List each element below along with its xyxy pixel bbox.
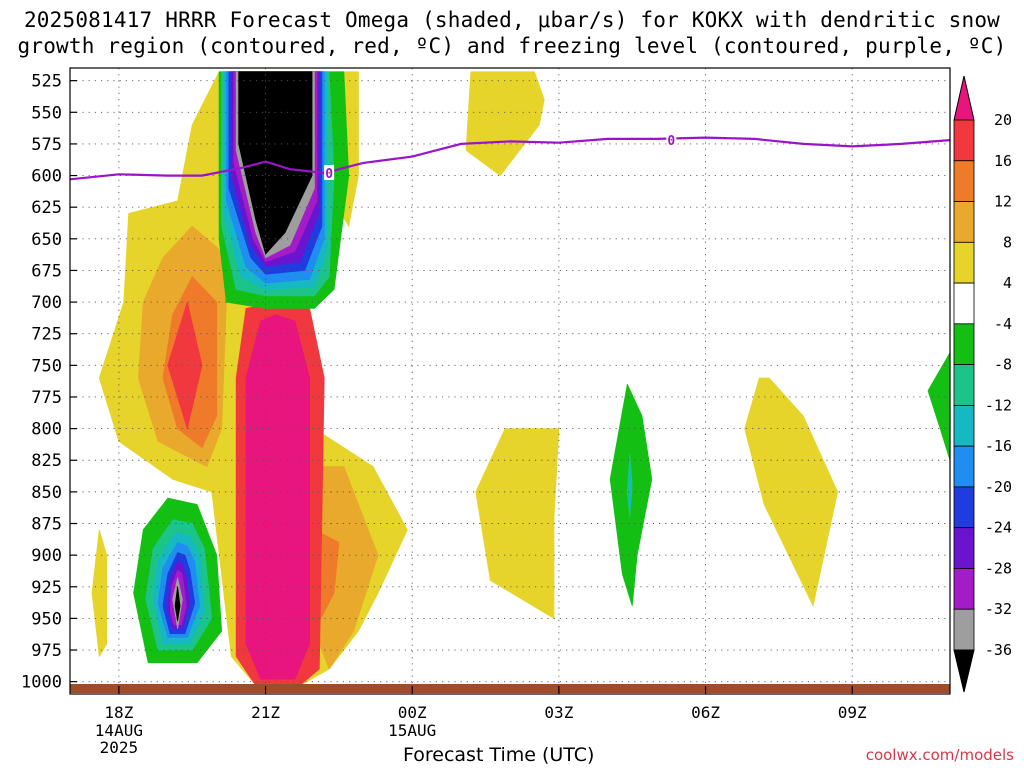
colorbar-swatch <box>953 364 975 406</box>
credit-link[interactable]: coolwx.com/models <box>865 746 1014 764</box>
y-tick-label: 525 <box>31 72 62 92</box>
y-tick-label: 925 <box>31 578 62 598</box>
freezing-level-label: 0 <box>667 134 675 149</box>
omega-region--12 <box>628 472 632 508</box>
y-tick-label: 575 <box>31 135 62 155</box>
x-tick-label: 00Z <box>398 703 427 722</box>
omega-region--36 <box>238 71 313 255</box>
y-tick-label: 725 <box>31 325 62 345</box>
y-tick-label: 950 <box>31 609 62 629</box>
colorbar-swatch <box>953 282 975 325</box>
y-tick-label: 800 <box>31 420 62 440</box>
y-tick-label: 675 <box>31 261 62 281</box>
colorbar-swatch <box>953 608 975 651</box>
colorbar-label: 20 <box>994 111 1012 129</box>
y-tick-label: 975 <box>31 641 62 661</box>
y-tick-label: 900 <box>31 546 62 566</box>
omega-region-4 <box>465 71 545 177</box>
y-tick-label: 650 <box>31 230 62 250</box>
colorbar-swatch <box>953 568 975 610</box>
omega-region--36 <box>174 586 181 622</box>
colorbar: 20 16 12 8 4 -4 -8 -12 -16 -20 -24 -28 -32 -36 <box>953 75 1012 693</box>
freezing-label-bg <box>324 165 335 181</box>
x-tick-sublabel: 15AUG <box>388 721 436 740</box>
y-tick-label: 550 <box>31 103 62 123</box>
colorbar-swatch <box>953 323 975 366</box>
colorbar-label: -20 <box>985 478 1012 496</box>
freezing-level-layer: 00 <box>70 132 950 182</box>
colorbar-swatch <box>953 445 975 488</box>
plot-frame <box>69 67 951 695</box>
y-tick-label: 750 <box>31 356 62 376</box>
x-tick-label: 09Z <box>838 703 867 722</box>
x-tick-label: 06Z <box>691 703 720 722</box>
y-tick-label: 1000 <box>21 673 62 693</box>
y-tick-label: 775 <box>31 388 62 408</box>
colorbar-label: -4 <box>994 315 1012 333</box>
colorbar-label: 16 <box>994 152 1012 170</box>
colorbar-label: -16 <box>985 437 1012 455</box>
y-tick-label: 625 <box>31 198 62 218</box>
omega-region-20 <box>245 314 311 680</box>
colorbar-label: 4 <box>1003 274 1012 292</box>
x-tick-sublabel: 14AUG <box>95 721 143 740</box>
freezing-level-line <box>70 136 950 181</box>
colorbar-swatch <box>953 486 975 529</box>
x-tick-label: 21Z <box>251 703 280 722</box>
y-axis-ticks: 525 550 575 600 625 650 675 700 725 750 775 800 825 8… <box>21 72 77 693</box>
y-tick-label: 875 <box>31 515 62 535</box>
colorbar-swatch <box>953 201 975 243</box>
colorbar-label: -32 <box>985 600 1012 618</box>
chart-title-line-2: growth region (contoured, red, ºC) and f… <box>17 34 1007 58</box>
grid-layer <box>70 68 950 688</box>
colorbar-label: 12 <box>994 193 1012 211</box>
colorbar-bottom-arrow <box>953 649 975 693</box>
colorbar-label: -28 <box>985 559 1012 577</box>
omega-region-4 <box>744 377 838 607</box>
x-axis-label: Forecast Time (UTC) <box>403 744 595 766</box>
omega-region--4 <box>927 352 950 461</box>
x-tick-label: 18Z <box>104 703 133 722</box>
colorbar-label: -12 <box>985 396 1012 414</box>
colorbar-label: -24 <box>985 519 1012 537</box>
freezing-level-label: 0 <box>325 167 333 182</box>
y-tick-label: 825 <box>31 451 62 471</box>
omega-shading-layer <box>91 71 950 686</box>
colorbar-swatch <box>953 119 975 162</box>
x-tick-sublabel: 2025 <box>100 738 139 757</box>
chart-title-line-1: 2025081417 HRRR Forecast Omega (shaded, … <box>23 8 1001 32</box>
colorbar-label: -36 <box>985 641 1012 659</box>
colorbar-swatch <box>953 527 975 569</box>
omega-region-16 <box>167 301 203 430</box>
colorbar-swatch <box>953 404 975 447</box>
y-tick-label: 600 <box>31 167 62 187</box>
x-tick-label: 03Z <box>544 703 573 722</box>
freezing-label-bg <box>666 132 677 148</box>
y-tick-label: 700 <box>31 293 62 313</box>
terrain-band <box>70 684 950 693</box>
colorbar-label: 8 <box>1003 233 1012 251</box>
omega-region-4 <box>91 529 108 657</box>
colorbar-label: -8 <box>994 356 1012 374</box>
colorbar-swatch <box>953 241 975 284</box>
y-tick-label: 850 <box>31 483 62 503</box>
colorbar-swatch <box>953 160 975 202</box>
